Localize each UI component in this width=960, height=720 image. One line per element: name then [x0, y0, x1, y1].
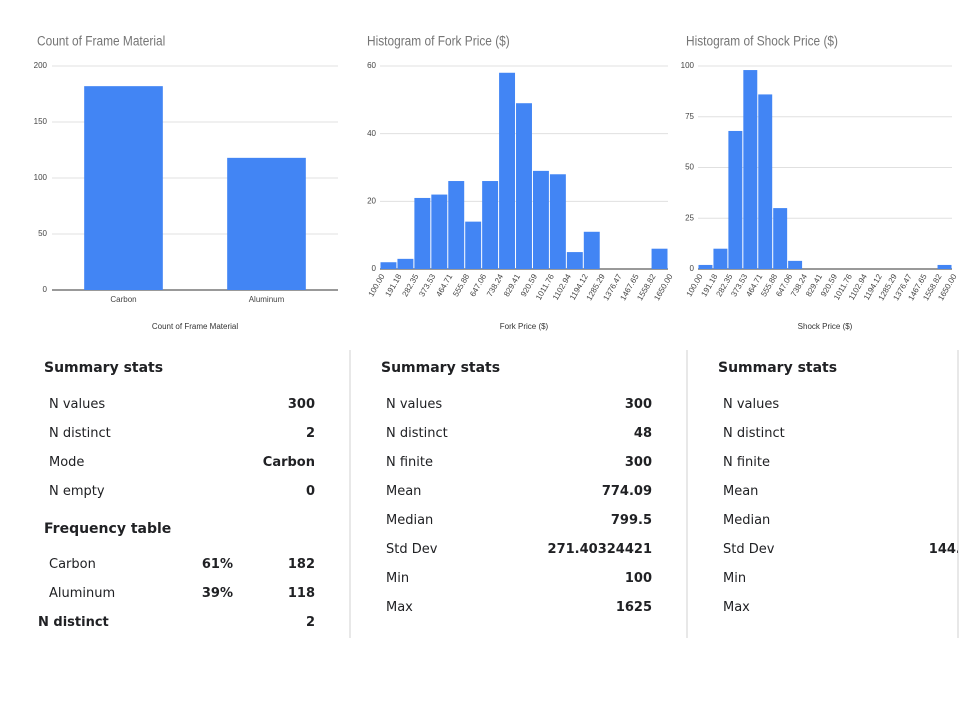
histogram-bar — [728, 130, 743, 269]
y-tick-label: 25 — [685, 213, 694, 222]
y-tick-label: 100 — [34, 173, 48, 182]
stat-label: N distinct — [49, 426, 111, 441]
histogram-bar — [651, 248, 668, 269]
y-tick-label: 150 — [34, 117, 48, 126]
histogram-bar — [773, 208, 788, 269]
histogram-bar — [713, 248, 728, 269]
y-tick-label: 200 — [34, 61, 48, 70]
stat-label: Median — [386, 513, 434, 528]
stat-label: N values — [723, 397, 780, 412]
histogram-bar — [397, 258, 414, 269]
histogram-bar — [788, 260, 803, 269]
section-heading: Summary stats — [381, 360, 501, 376]
histogram-bar — [937, 264, 952, 269]
y-tick-label: 60 — [367, 61, 376, 70]
stat-value: 799.5 — [610, 513, 652, 528]
summary-panel: Summary stats N values 300 N distinct 2 Mode C… — [30, 355, 340, 645]
section-heading: Summary stats — [44, 360, 164, 376]
stat-value: 300 — [287, 397, 315, 412]
histogram-bar — [743, 70, 758, 269]
stat-label: Std Dev — [386, 542, 438, 557]
chart-title: Count of Frame Material — [37, 33, 165, 49]
stat-value: Carbon — [262, 455, 315, 470]
stat-label: Max — [723, 600, 750, 615]
summary-panel: Summary stats N values 300 N distinct 48 N fi… — [360, 355, 670, 645]
stat-value: 48 — [633, 426, 652, 441]
y-tick-label: 50 — [685, 163, 694, 172]
stat-value: 271.40324421 — [547, 542, 652, 557]
histogram-bar — [698, 264, 713, 269]
footer-value: 2 — [305, 615, 315, 630]
x-axis-label: Fork Price ($) — [500, 322, 549, 331]
stat-label: Std Dev — [723, 542, 775, 557]
summary-panel: Summary stats N values N distinct N finite M… — [690, 355, 958, 645]
histogram-bar — [583, 231, 600, 269]
stat-label: Mode — [49, 455, 85, 470]
stat-label: N finite — [386, 455, 433, 470]
stat-label: Min — [386, 571, 410, 586]
stat-label: Median — [723, 513, 771, 528]
chart-title: Histogram of Shock Price ($) — [686, 33, 838, 49]
stat-value: 100 — [624, 571, 652, 586]
stat-label: Max — [386, 600, 413, 615]
freq-label: Carbon — [49, 557, 96, 572]
histogram-bar — [380, 262, 397, 269]
y-tick-label: 75 — [685, 112, 694, 121]
y-tick-label: 40 — [367, 129, 376, 138]
chart-title: Histogram of Fork Price ($) — [367, 33, 510, 49]
histogram-bar — [566, 252, 583, 269]
footer-label: N distinct — [38, 615, 109, 630]
histogram-bar — [431, 194, 448, 269]
stat-value: 2 — [305, 426, 315, 441]
x-axis-label: Count of Frame Material — [152, 322, 238, 331]
stat-label: N distinct — [723, 426, 785, 441]
stat-value: 144.038 — [928, 542, 958, 557]
histogram-bar — [516, 103, 532, 269]
stat-value: 300 — [624, 455, 652, 470]
freq-percent: 39% — [201, 586, 233, 601]
stat-label: Mean — [723, 484, 759, 499]
stat-value: 1625 — [615, 600, 652, 615]
freq-count: 182 — [287, 557, 315, 572]
stat-label: N finite — [723, 455, 770, 470]
histogram-bar — [549, 174, 566, 269]
y-tick-label: 50 — [38, 229, 47, 238]
y-tick-label: 20 — [367, 196, 376, 205]
x-tick-label: Aluminum — [249, 295, 285, 304]
section-heading: Summary stats — [718, 360, 838, 376]
y-tick-label: 0 — [43, 285, 48, 294]
bar — [84, 86, 163, 290]
freq-percent: 61% — [201, 557, 233, 572]
histogram-bar — [758, 94, 773, 269]
stat-value: 774.09 — [601, 484, 652, 499]
freq-count: 118 — [287, 586, 315, 601]
stat-value: 300 — [624, 397, 652, 412]
stat-label: N values — [386, 397, 443, 412]
y-tick-label: 0 — [690, 264, 695, 273]
section-heading: Frequency table — [44, 521, 172, 537]
bar — [227, 157, 306, 290]
histogram-bar — [465, 221, 482, 269]
stat-label: N distinct — [386, 426, 448, 441]
stat-label: Min — [723, 571, 747, 586]
y-tick-label: 0 — [372, 264, 377, 273]
stat-value: 0 — [305, 484, 315, 499]
x-tick-label: Carbon — [110, 295, 136, 304]
stat-label: N empty — [49, 484, 105, 499]
histogram-bar — [448, 181, 465, 269]
histogram-bar — [532, 170, 549, 269]
freq-label: Aluminum — [49, 586, 116, 601]
y-tick-label: 100 — [681, 61, 695, 70]
histogram-bar — [414, 197, 431, 269]
x-axis-label: Shock Price ($) — [798, 322, 853, 331]
histogram-bar — [482, 181, 499, 269]
histogram-bar — [499, 72, 516, 270]
stat-label: Mean — [386, 484, 422, 499]
stat-label: N values — [49, 397, 106, 412]
